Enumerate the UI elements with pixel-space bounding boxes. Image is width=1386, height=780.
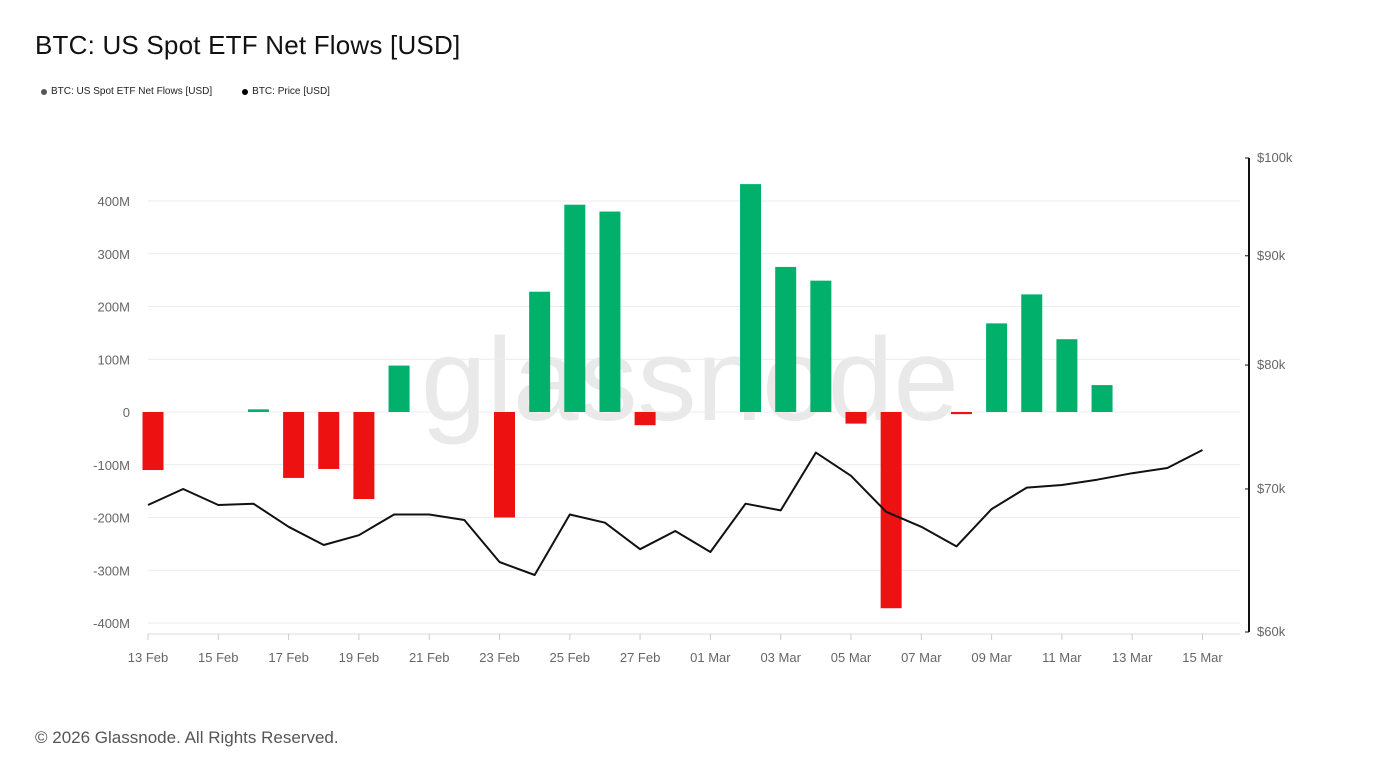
flow-bar[interactable]: [950, 412, 972, 415]
y-left-tick-label: 300M: [97, 247, 130, 262]
x-tick-label: 07 Mar: [901, 650, 942, 665]
y-left-tick-label: 400M: [97, 194, 130, 209]
flow-bar[interactable]: [740, 184, 762, 412]
x-tick-label: 25 Feb: [550, 650, 590, 665]
chart-title: BTC: US Spot ETF Net Flows [USD]: [35, 30, 461, 60]
flow-bar[interactable]: [880, 412, 902, 609]
legend-item-price[interactable]: BTC: Price [USD]: [242, 86, 330, 97]
x-tick-label: 19 Feb: [339, 650, 379, 665]
axes: 400M 300M 200M 100M 0 -100M -200M -300M -400M 13 …: [93, 150, 1293, 665]
flow-bar[interactable]: [810, 280, 832, 412]
flow-bar[interactable]: [845, 412, 867, 424]
flow-bar[interactable]: [142, 412, 164, 471]
y-left-tick-label: -400M: [93, 616, 130, 631]
flow-bar[interactable]: [283, 412, 305, 478]
flow-bar[interactable]: [318, 412, 340, 469]
y-left-tick-label: 100M: [97, 352, 130, 367]
flow-bar[interactable]: [529, 291, 551, 412]
flow-bar[interactable]: [247, 409, 269, 412]
y-left-tick-label: 0: [123, 405, 130, 420]
legend-item-net-flows[interactable]: BTC: US Spot ETF Net Flows [USD]: [41, 86, 212, 97]
x-tick-label: 27 Feb: [620, 650, 660, 665]
price-line[interactable]: [147, 449, 1203, 576]
x-tick-label: 17 Feb: [268, 650, 308, 665]
flow-bar[interactable]: [775, 266, 797, 412]
x-tick-label: 23 Feb: [479, 650, 519, 665]
copyright-footer: © 2026 Glassnode. All Rights Reserved.: [35, 728, 339, 747]
bar-series: [142, 184, 1113, 609]
y-left-tick-label: -200M: [93, 511, 130, 526]
legend-dot-net-flows: [41, 88, 47, 95]
flow-bar[interactable]: [564, 204, 586, 412]
x-tick-label: 15 Feb: [198, 650, 238, 665]
x-tick-label: 09 Mar: [971, 650, 1012, 665]
y-left-tick-label: -300M: [93, 563, 130, 578]
flow-bar[interactable]: [986, 323, 1008, 412]
y-right-tick-label: $80k: [1257, 357, 1286, 372]
flow-bar[interactable]: [494, 412, 515, 518]
x-tick-label: 01 Mar: [690, 650, 731, 665]
x-tick-label: 21 Feb: [409, 650, 449, 665]
flow-bar[interactable]: [1021, 294, 1043, 412]
y-right-tick-label: $100k: [1257, 150, 1293, 165]
flow-bar[interactable]: [388, 365, 410, 412]
flow-bar[interactable]: [353, 412, 375, 500]
flow-bar[interactable]: [1056, 339, 1078, 412]
y-left-tick-label: -100M: [93, 458, 130, 473]
x-tick-label: 05 Mar: [831, 650, 872, 665]
x-tick-label: 15 Mar: [1182, 650, 1223, 665]
legend-label-price: BTC: Price [USD]: [252, 86, 330, 97]
flow-bar[interactable]: [634, 412, 656, 426]
legend-label-net-flows: BTC: US Spot ETF Net Flows [USD]: [51, 86, 213, 97]
y-right-tick-label: $90k: [1257, 248, 1286, 263]
x-tick-label: 13 Mar: [1112, 650, 1153, 665]
y-right-tick-label: $70k: [1257, 481, 1286, 496]
price-line-series: [147, 449, 1203, 576]
flow-bar[interactable]: [599, 211, 621, 412]
x-tick-label: 03 Mar: [760, 650, 801, 665]
legend: BTC: US Spot ETF Net Flows [USD] BTC: Pr…: [41, 86, 330, 97]
chart-area: glassnode 400M300M200M100M0-100M-200M-30…: [93, 150, 1293, 665]
x-tick-label: 13 Feb: [128, 650, 168, 665]
x-tick-label: 11 Mar: [1042, 650, 1082, 665]
flow-bar[interactable]: [1091, 385, 1113, 412]
y-left-tick-label: 200M: [97, 300, 130, 315]
y-right-tick-label: $60k: [1257, 624, 1286, 639]
legend-dot-price: [242, 88, 249, 95]
